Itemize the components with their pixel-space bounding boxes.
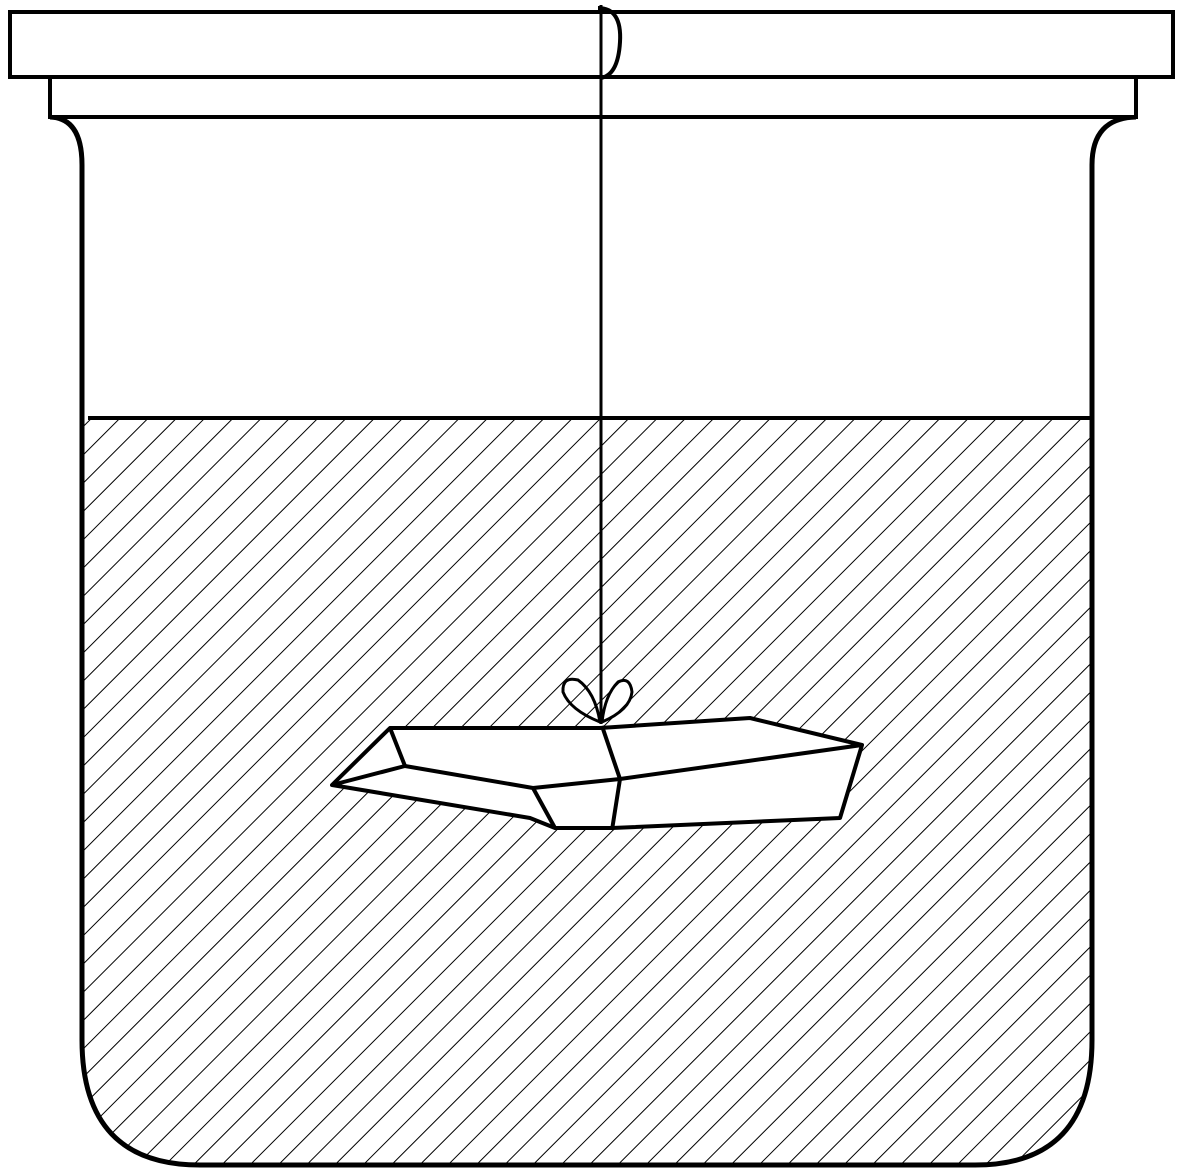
lid-lower (48, 75, 1138, 119)
beaker (49, 114, 1137, 1168)
crystal-edge (600, 725, 622, 831)
crystal (330, 716, 864, 831)
knot-loop-left (561, 677, 602, 724)
knot-loop-right (600, 678, 634, 724)
string-wrap (597, 6, 623, 80)
lid-upper (8, 10, 1175, 79)
crystal-outline (330, 716, 864, 830)
